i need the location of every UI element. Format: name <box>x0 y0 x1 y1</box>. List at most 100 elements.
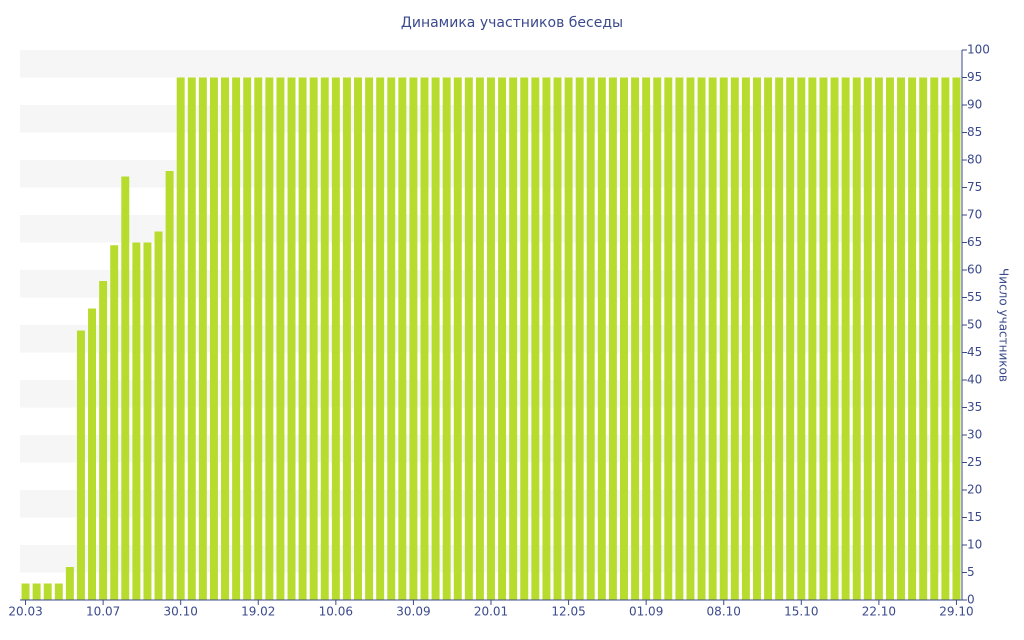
bar <box>54 583 63 600</box>
x-tick-label: 20.01 <box>474 605 508 619</box>
bar <box>487 77 495 600</box>
bar <box>575 77 584 600</box>
bar <box>475 77 484 600</box>
y-tick-label: 85 <box>967 125 982 139</box>
bar <box>99 281 108 600</box>
bar <box>132 242 141 600</box>
bar <box>88 308 97 600</box>
bar <box>287 77 296 600</box>
bar <box>176 77 185 600</box>
bar <box>309 77 318 600</box>
y-tick-label: 20 <box>967 483 982 497</box>
y-tick-label: 50 <box>967 318 982 332</box>
x-tick-label: 29.10 <box>939 605 973 619</box>
bar <box>808 77 817 600</box>
bar <box>32 583 41 600</box>
y-tick-label: 0 <box>967 593 975 607</box>
bar <box>841 77 850 600</box>
y-tick-label: 100 <box>967 43 990 57</box>
bar <box>187 77 196 600</box>
bar <box>797 77 806 600</box>
bar <box>509 77 518 600</box>
bar <box>830 77 839 600</box>
y-tick-label: 95 <box>967 70 982 84</box>
y-tick-label: 45 <box>967 345 982 359</box>
chart-title: Динамика участников беседы <box>401 15 623 31</box>
bar <box>531 77 540 600</box>
bar <box>941 77 950 600</box>
bar <box>631 77 640 600</box>
bar <box>642 77 651 600</box>
grid-band <box>20 50 962 78</box>
bar <box>165 171 174 600</box>
x-tick-label: 20.03 <box>8 605 42 619</box>
bar <box>221 77 230 600</box>
x-tick-label: 30.10 <box>164 605 198 619</box>
bar <box>586 77 595 600</box>
bar <box>409 77 418 600</box>
bar <box>464 77 473 600</box>
bar <box>376 77 385 600</box>
bar <box>154 231 163 600</box>
bar <box>730 77 739 600</box>
bar <box>143 242 152 600</box>
bar <box>952 77 961 600</box>
x-tick-label: 08.10 <box>707 605 741 619</box>
y-tick-label: 10 <box>967 538 982 552</box>
bar <box>852 77 861 600</box>
bar <box>342 77 351 600</box>
bar <box>209 77 218 600</box>
bar <box>686 77 695 600</box>
bar <box>420 77 429 600</box>
y-tick-label: 25 <box>967 455 982 469</box>
bar <box>863 77 872 600</box>
bar <box>553 77 562 600</box>
bar <box>619 77 628 600</box>
bar <box>498 77 507 600</box>
x-tick-label: 01.09 <box>629 605 663 619</box>
x-tick-label: 12.05 <box>551 605 585 619</box>
y-tick-label: 55 <box>967 290 982 304</box>
y-tick-label: 60 <box>967 263 982 277</box>
bar <box>43 583 52 600</box>
y-tick-label: 30 <box>967 428 982 442</box>
bar <box>675 77 684 600</box>
x-tick-label: 10.06 <box>319 605 353 619</box>
bar <box>520 77 529 600</box>
bar <box>198 77 207 600</box>
x-tick-label: 30.09 <box>396 605 430 619</box>
bar <box>885 77 894 600</box>
bar <box>298 77 307 600</box>
bar <box>608 77 617 600</box>
bar <box>819 77 828 600</box>
bar <box>764 77 773 600</box>
bar <box>653 77 662 600</box>
bar <box>232 77 241 600</box>
bar <box>442 77 451 600</box>
y-tick-label: 80 <box>967 153 982 167</box>
x-tick-label: 10.07 <box>86 605 120 619</box>
bar <box>254 77 263 600</box>
bar <box>354 77 363 600</box>
bar <box>919 77 928 600</box>
bar <box>874 77 883 600</box>
bar <box>398 77 407 600</box>
bar <box>697 77 706 600</box>
bar <box>331 77 340 600</box>
x-tick-label: 19.02 <box>241 605 275 619</box>
bar <box>453 77 462 600</box>
bar <box>775 77 784 600</box>
bar <box>597 77 606 600</box>
y-tick-label: 15 <box>967 510 982 524</box>
y-tick-label: 40 <box>967 373 982 387</box>
bar <box>431 77 440 600</box>
bar <box>265 77 274 600</box>
bar <box>708 77 717 600</box>
bar <box>542 77 551 600</box>
y-tick-label: 35 <box>967 400 982 414</box>
y-tick-label: 5 <box>967 565 975 579</box>
x-tick-label: 22.10 <box>862 605 896 619</box>
bar <box>320 77 329 600</box>
bar <box>65 567 74 600</box>
